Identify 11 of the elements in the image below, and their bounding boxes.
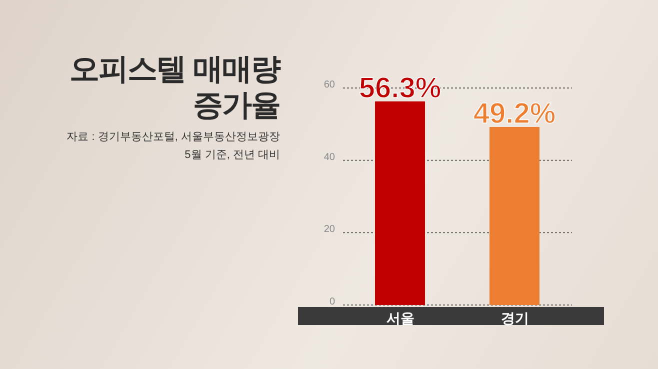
text: 5월 기준, 전년 대비 — [184, 148, 280, 163]
y-tick-label: 40 — [324, 152, 336, 163]
y-tick-label: 20 — [324, 224, 336, 236]
data-label: 49.2% — [473, 98, 556, 130]
chart-title: 오피스텔 매매량 증가율 — [70, 52, 280, 124]
x-tick-label: 서울 — [386, 310, 414, 326]
data-label: 56.3% — [358, 72, 442, 104]
text: 자료 : 경기부동산포털, 서울부동산정보광장 — [66, 130, 280, 145]
y-tick-label: 0 — [329, 296, 336, 308]
y-tick-label: 60 — [324, 80, 336, 91]
x-tick-label: 경기 — [500, 310, 529, 326]
